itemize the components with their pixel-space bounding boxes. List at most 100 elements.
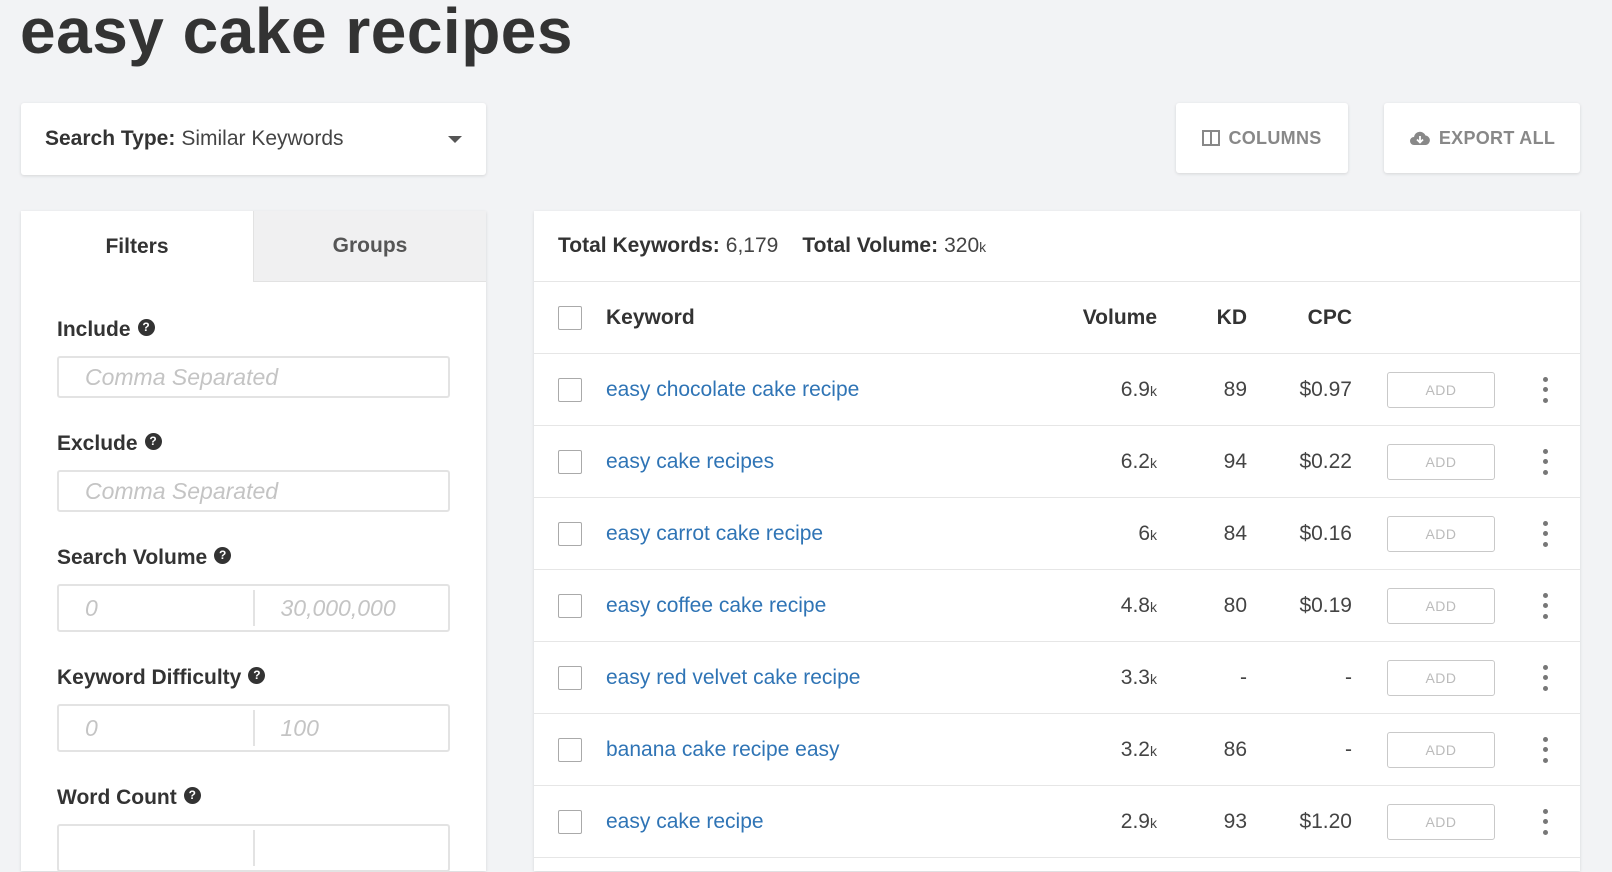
exclude-filter: Exclude ? xyxy=(57,432,450,512)
volume-value: 4.8 xyxy=(1120,593,1150,617)
export-all-button[interactable]: EXPORT ALL xyxy=(1384,103,1580,173)
row-checkbox[interactable] xyxy=(558,593,582,618)
kd-cell: - xyxy=(1240,665,1247,689)
keyword-difficulty-max-input[interactable] xyxy=(254,706,448,750)
total-keywords-value: 6,179 xyxy=(725,234,779,257)
keyword-link[interactable]: easy red velvet cake recipe xyxy=(606,665,861,689)
row-checkbox[interactable] xyxy=(558,377,582,402)
add-button[interactable]: ADD xyxy=(1387,515,1495,552)
keyword-link[interactable]: easy coffee cake recipe xyxy=(606,593,827,617)
help-circle-icon[interactable]: ? xyxy=(144,432,162,450)
add-button[interactable]: ADD xyxy=(1387,659,1495,696)
help-circle-icon[interactable]: ? xyxy=(183,786,201,804)
tab-groups[interactable]: Groups xyxy=(253,211,486,282)
cpc-column-header[interactable]: CPC xyxy=(1307,305,1352,329)
keyword-link[interactable]: easy chocolate cake recipe xyxy=(606,377,860,401)
row-checkbox[interactable] xyxy=(558,737,582,762)
search-volume-filter: Search Volume ? xyxy=(57,546,450,632)
more-vertical-icon[interactable] xyxy=(1533,375,1557,405)
range-divider xyxy=(252,710,255,746)
keyword-link[interactable]: easy carrot cake recipe xyxy=(606,521,824,545)
search-type-dropdown[interactable]: Search Type: Similar Keywords xyxy=(21,103,486,175)
add-button[interactable]: ADD xyxy=(1387,731,1495,768)
search-type-value: Similar Keywords xyxy=(181,127,344,150)
help-circle-icon[interactable]: ? xyxy=(248,666,266,684)
include-filter: Include ? xyxy=(57,318,450,398)
search-volume-range xyxy=(57,584,450,632)
more-vertical-icon[interactable] xyxy=(1533,735,1557,765)
row-checkbox[interactable] xyxy=(558,809,582,834)
volume-unit: k xyxy=(1150,382,1157,399)
search-type-label: Search Type: xyxy=(45,127,176,150)
table-row: easy chocolate cake recipe 6.9k 89 $0.97 ADD xyxy=(534,354,1580,426)
keyword-link[interactable]: easy cake recipes xyxy=(606,449,775,473)
keyword-difficulty-min-input[interactable] xyxy=(59,706,253,750)
keyword-link[interactable]: easy cake recipe xyxy=(606,809,764,833)
more-vertical-icon[interactable] xyxy=(1533,663,1557,693)
search-volume-label: Search Volume xyxy=(57,546,208,569)
row-checkbox[interactable] xyxy=(558,665,582,690)
volume-unit: k xyxy=(1150,742,1157,759)
cpc-cell: $0.16 xyxy=(1299,521,1352,545)
sidebar-tabs: Filters Groups xyxy=(21,211,486,282)
more-vertical-icon[interactable] xyxy=(1533,519,1557,549)
total-volume-label: Total Volume: xyxy=(802,234,939,257)
volume-value: 3.3 xyxy=(1120,665,1150,689)
volume-cell: 4.8k xyxy=(1121,594,1157,618)
cpc-cell: $0.22 xyxy=(1299,449,1352,473)
volume-unit: k xyxy=(1150,598,1157,615)
volume-cell: 3.2k xyxy=(1121,738,1157,762)
tab-filters[interactable]: Filters xyxy=(21,211,253,282)
search-volume-min-input[interactable] xyxy=(59,586,253,630)
row-checkbox[interactable] xyxy=(558,521,582,546)
cpc-cell: $0.19 xyxy=(1299,593,1352,617)
columns-button[interactable]: COLUMNS xyxy=(1176,103,1348,173)
row-checkbox[interactable] xyxy=(558,449,582,474)
help-circle-icon[interactable]: ? xyxy=(137,318,155,336)
volume-unit: k xyxy=(1150,526,1157,543)
table-row: easy carrot cake recipe 6k 84 $0.16 ADD xyxy=(534,498,1580,570)
volume-cell: 2.9k xyxy=(1121,810,1157,834)
keyword-link[interactable]: banana cake recipe easy xyxy=(606,737,840,761)
add-button[interactable]: ADD xyxy=(1387,371,1495,408)
kd-column-header[interactable]: KD xyxy=(1216,305,1247,329)
more-vertical-icon[interactable] xyxy=(1533,807,1557,837)
volume-cell: 6.2k xyxy=(1121,450,1157,474)
kd-cell: 94 xyxy=(1223,449,1247,473)
volume-value: 6.2 xyxy=(1120,449,1150,473)
volume-unit: k xyxy=(1150,670,1157,687)
results-summary: Total Keywords: 6,179 Total Volume: 320k xyxy=(534,211,1580,282)
page-title: easy cake recipes xyxy=(20,0,573,67)
volume-cell: 6.9k xyxy=(1121,378,1157,402)
help-circle-icon[interactable]: ? xyxy=(214,546,232,564)
include-input[interactable] xyxy=(57,356,450,398)
select-all-checkbox[interactable] xyxy=(558,305,582,330)
volume-value: 3.2 xyxy=(1120,737,1150,761)
more-vertical-icon[interactable] xyxy=(1533,591,1557,621)
range-divider xyxy=(252,590,255,626)
more-vertical-icon[interactable] xyxy=(1533,447,1557,477)
table-row: easy cake recipes 6.2k 94 $0.22 ADD xyxy=(534,426,1580,498)
volume-cell: 3.3k xyxy=(1121,666,1157,690)
kd-cell: 89 xyxy=(1223,377,1247,401)
word-count-max-input[interactable] xyxy=(254,826,448,870)
table-row: banana cake recipe easy 3.2k 86 - ADD xyxy=(534,714,1580,786)
add-button[interactable]: ADD xyxy=(1387,803,1495,840)
add-button[interactable]: ADD xyxy=(1387,587,1495,624)
table-row: easy cake recipe 2.9k 93 $1.20 ADD xyxy=(534,786,1580,858)
exclude-input[interactable] xyxy=(57,470,450,512)
cpc-cell: $1.20 xyxy=(1299,809,1352,833)
volume-column-header[interactable]: Volume xyxy=(1082,305,1157,329)
add-button[interactable]: ADD xyxy=(1387,443,1495,480)
total-keywords-label: Total Keywords: xyxy=(558,234,720,257)
keyword-column-header[interactable]: Keyword xyxy=(606,305,695,329)
total-volume-unit: k xyxy=(979,239,987,255)
search-volume-max-input[interactable] xyxy=(254,586,448,630)
include-label: Include xyxy=(57,318,131,341)
cpc-cell: $0.97 xyxy=(1299,377,1352,401)
export-all-label: EXPORT ALL xyxy=(1438,127,1556,148)
volume-unit: k xyxy=(1150,454,1157,471)
word-count-min-input[interactable] xyxy=(59,826,253,870)
word-count-range xyxy=(57,824,450,872)
cloud-download-icon xyxy=(1409,131,1430,145)
